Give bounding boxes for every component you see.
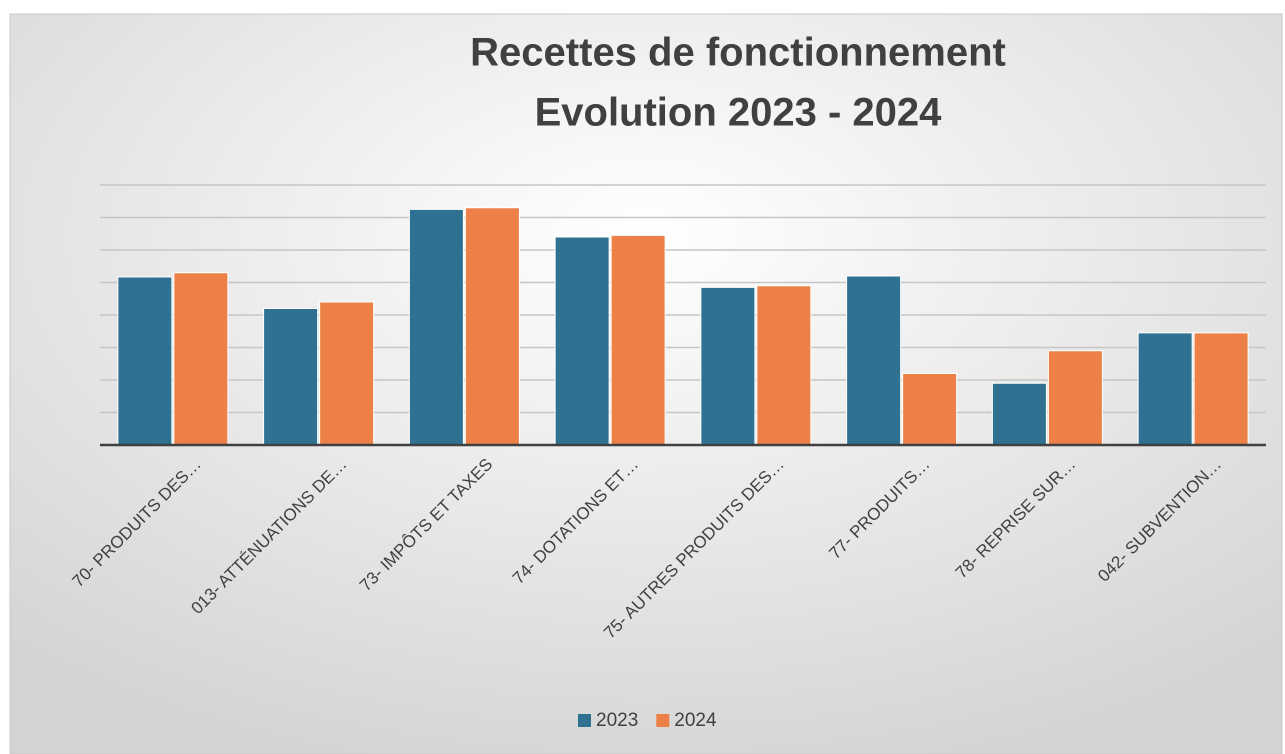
legend-label: 2023 [596,710,638,731]
legend-swatch [578,714,591,727]
bar [1137,332,1193,446]
bar [700,286,756,446]
legend-label: 2024 [674,710,717,731]
bar [319,301,375,446]
chart-title: Evolution 2023 - 2024 [535,91,943,135]
bar [610,234,666,446]
bar [991,382,1047,446]
bar [1047,350,1103,446]
bar [408,208,464,446]
chart-title: Recettes de fonctionnement [470,31,1006,75]
bar [756,285,812,446]
legend-swatch [656,714,670,727]
bar [117,276,173,446]
bar [902,373,958,446]
bar [846,275,902,446]
bar [173,272,229,446]
bar [1193,332,1249,446]
bar [554,236,610,446]
bar [464,207,520,446]
bar [263,308,319,446]
